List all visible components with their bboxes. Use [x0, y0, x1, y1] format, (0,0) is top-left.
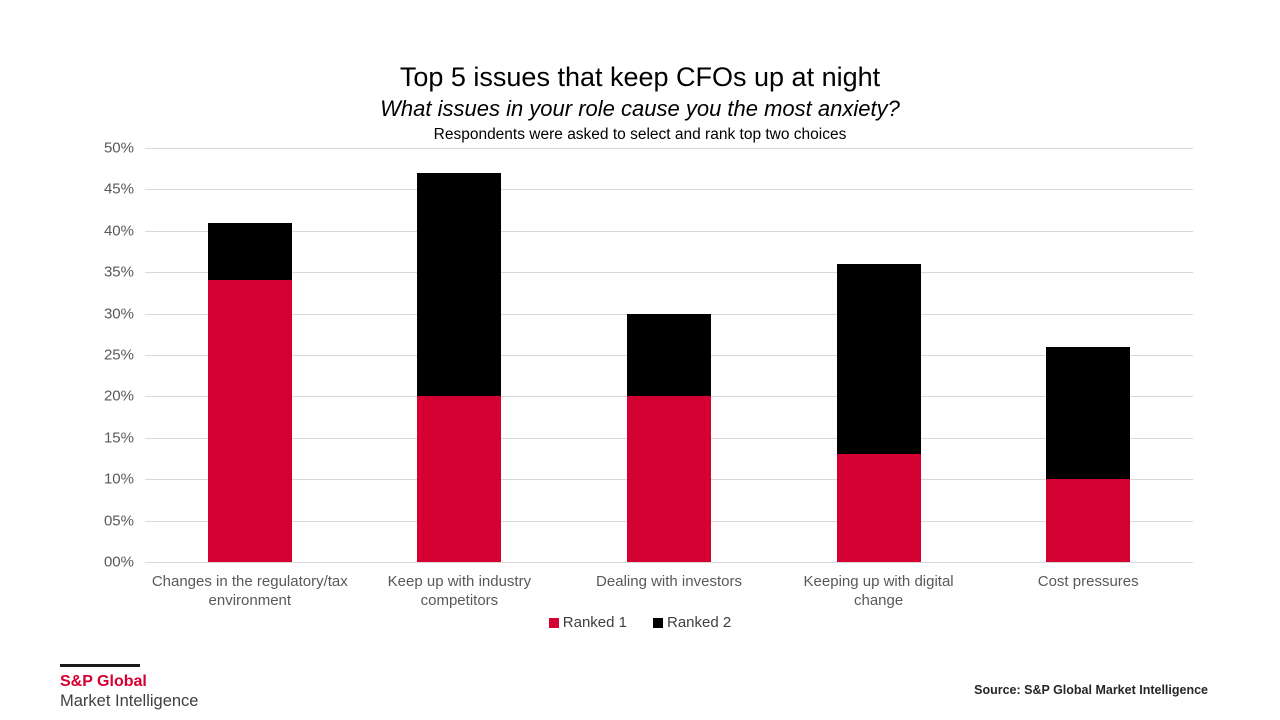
- y-axis-tick-label: 30%: [103, 305, 134, 323]
- x-axis-category-label-line: Keeping up with digital: [803, 573, 954, 590]
- y-axis-tick-label: 15%: [103, 429, 134, 447]
- x-axis-category-label: Cost pressures: [980, 572, 1196, 591]
- legend-item-ranked-2: Ranked 2: [653, 614, 731, 631]
- logo-division-name: Market Intelligence: [60, 692, 199, 710]
- y-axis-tick-label: 10%: [103, 470, 134, 488]
- legend-label: Ranked 2: [667, 614, 732, 631]
- bar-segment-ranked-2: [1046, 346, 1131, 480]
- y-axis-tick-label: 50%: [103, 139, 134, 157]
- bar-segment-ranked-2: [417, 172, 502, 397]
- source-attribution: Source: S&P Global Market Intelligence: [974, 683, 1208, 697]
- chart-legend: Ranked 1 Ranked 2: [0, 614, 1280, 631]
- gridline-50: [145, 148, 1193, 149]
- sp-global-logo: S&P Global Market Intelligence: [60, 664, 199, 711]
- bar-segment-ranked-1: [836, 454, 921, 562]
- x-axis-category-label: Keep up with industry competitors: [351, 572, 567, 610]
- gridline-35: [145, 272, 1193, 274]
- gridline-40: [145, 230, 1193, 232]
- x-axis-category-label-line: Dealing with investors: [596, 573, 742, 590]
- x-axis-category-label: Changes in the regulatory/tax environment: [142, 572, 358, 610]
- chart-subtitle: What issues in your role cause you the m…: [380, 96, 900, 121]
- x-axis-category-label-line: change: [853, 592, 904, 609]
- bar-segment-ranked-2: [207, 222, 292, 281]
- bar-segment-ranked-1: [627, 396, 711, 562]
- legend-item-ranked-1: Ranked 1: [548, 614, 627, 631]
- y-axis-tick-label: 20%: [103, 387, 134, 405]
- x-axis-category-label-line: competitors: [420, 592, 499, 609]
- bar-segment-ranked-2: [836, 263, 921, 455]
- y-axis-tick-label: 00%: [103, 553, 134, 571]
- bar-segment-ranked-1: [207, 280, 292, 562]
- chart-title: Top 5 issues that keep CFOs up at night: [399, 62, 881, 92]
- y-axis-tick-label: 40%: [103, 222, 134, 240]
- logo-brand-name: S&P Global: [60, 673, 147, 690]
- plot-area: 00% 05% 10% 15% 20% 25% 30% 35% 40% 45% 50% Changes…: [104, 140, 1193, 609]
- x-axis-category-label-line: Changes in the regulatory/tax: [151, 573, 348, 590]
- bar-segment-ranked-1: [417, 396, 502, 562]
- bar-segment-ranked-2: [627, 313, 711, 397]
- y-axis-tick-label: 25%: [103, 346, 134, 364]
- y-axis-tick-label: 05%: [103, 512, 134, 530]
- legend-label: Ranked 1: [562, 614, 627, 631]
- x-axis-category-label-line: Cost pressures: [1037, 573, 1139, 590]
- chart-note: Respondents were asked to select and ran…: [433, 126, 847, 143]
- y-axis-tick-label: 45%: [103, 180, 134, 198]
- logo-rule: [60, 664, 140, 667]
- gridline-45: [145, 189, 1193, 191]
- bar-segment-ranked-1: [1046, 479, 1131, 562]
- legend-swatch-icon: [548, 617, 559, 628]
- chart-header: Top 5 issues that keep CFOs up at night …: [0, 60, 1280, 146]
- x-axis-category-label: Dealing with investors: [561, 572, 777, 591]
- gridline-0: [145, 562, 1193, 563]
- x-axis-category-label: Keeping up with digital change: [771, 572, 987, 610]
- legend-swatch-icon: [653, 617, 663, 628]
- x-axis-category-label-line: environment: [208, 592, 292, 609]
- x-axis-category-label-line: Keep up with industry: [387, 573, 532, 590]
- y-axis-tick-label: 35%: [103, 263, 134, 281]
